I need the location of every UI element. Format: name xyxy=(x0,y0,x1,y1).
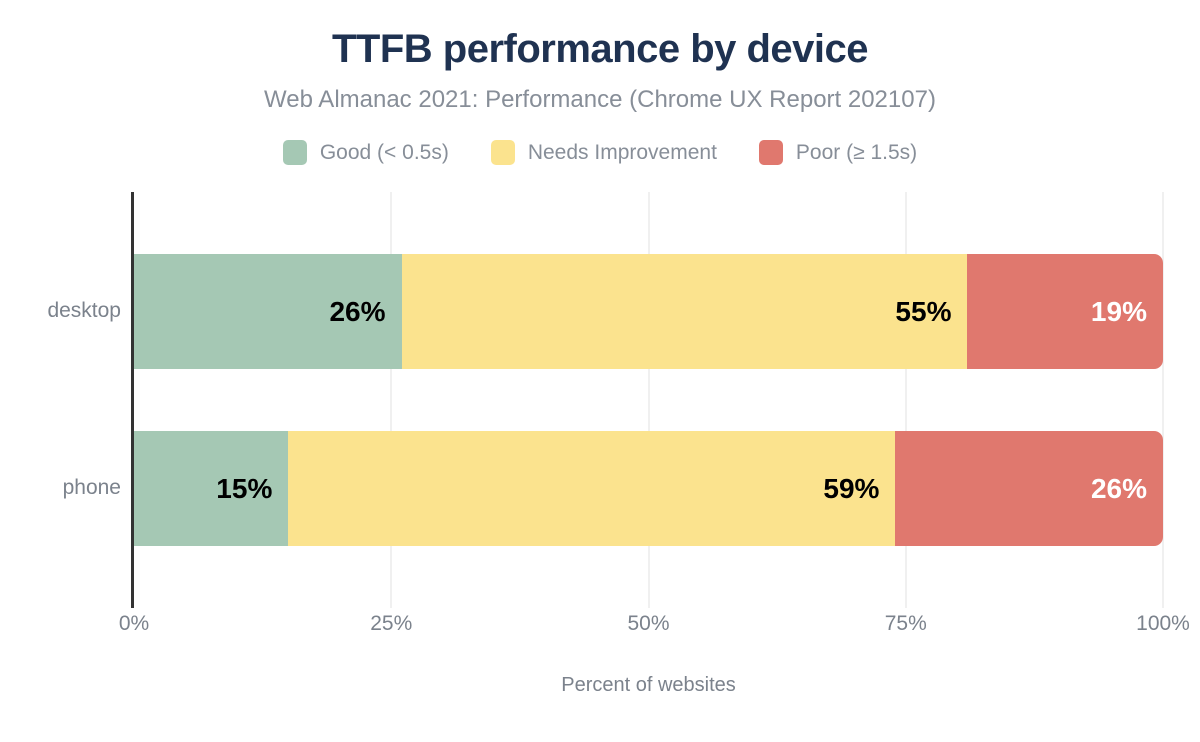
x-tick-label-75: 75% xyxy=(884,612,927,635)
bar-value-label: 55% xyxy=(895,295,952,327)
y-axis-label-phone: phone xyxy=(62,475,121,499)
chart-title: TTFB performance by device xyxy=(331,27,869,71)
x-tick-label-50: 50% xyxy=(627,612,670,635)
x-axis-title: Percent of websites xyxy=(561,674,736,696)
bar-value-label: 26% xyxy=(329,295,386,327)
gridline-50 xyxy=(647,192,650,608)
legend-swatch-icon xyxy=(490,140,515,165)
bar-segment-phone-good-0-5s: 15% xyxy=(134,431,289,546)
bar-row-desktop: 26% 55% 19% xyxy=(134,254,1163,369)
x-tick-label-100: 100% xyxy=(1136,612,1190,635)
legend-label: Needs Improvement xyxy=(527,140,717,164)
legend-label: Poor (≥ 1.5s) xyxy=(795,140,918,164)
bar-value-label: 59% xyxy=(823,472,880,504)
gridline-100 xyxy=(1162,192,1164,608)
bar-segment-desktop-good-0-5s: 26% xyxy=(134,254,402,369)
chart-subtitle: Web Almanac 2021: Performance (Chrome UX… xyxy=(264,86,936,113)
legend-item-poor-1-5s: Poor (≥ 1.5s) xyxy=(758,140,918,165)
bar-segment-desktop-poor-1-5s: 19% xyxy=(967,254,1163,369)
legend-label: Good (< 0.5s) xyxy=(319,140,449,164)
legend-swatch-icon xyxy=(758,140,783,165)
x-tick-label-0: 0% xyxy=(118,612,150,635)
bar-segment-desktop-needs-improvement: 55% xyxy=(401,254,968,369)
x-tick-label-25: 25% xyxy=(370,612,413,635)
bar-value-label: 26% xyxy=(1090,472,1147,504)
bar-segment-phone-needs-improvement: 59% xyxy=(288,431,896,546)
gridline-75 xyxy=(904,192,907,608)
legend-swatch-icon xyxy=(282,140,307,165)
gridline-25 xyxy=(390,192,393,608)
plot-area: 26% 55% 19% 15% 59% 26% xyxy=(131,192,1164,608)
legend: Good (< 0.5s) Needs Improvement Poor (≥ 1.… xyxy=(0,140,1200,165)
bar-value-label: 19% xyxy=(1090,295,1147,327)
legend-item-needs-improvement: Needs Improvement xyxy=(490,140,717,165)
bar-row-phone: 15% 59% 26% xyxy=(134,431,1163,546)
y-axis-label-desktop: desktop xyxy=(47,298,121,322)
legend-item-good-0-5s: Good (< 0.5s) xyxy=(282,140,449,165)
bar-value-label: 15% xyxy=(216,472,273,504)
bar-segment-phone-poor-1-5s: 26% xyxy=(895,431,1163,546)
